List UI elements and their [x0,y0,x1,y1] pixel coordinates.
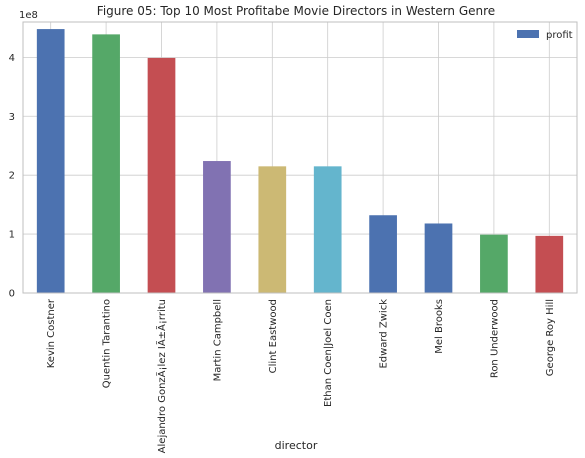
x-axis-ticks: Kevin Costner Quentin Tarantino Alejandro … [46,298,556,453]
legend-swatch-profit [517,30,539,38]
x-tick-label: Alejandro GonzÃ¡lez IÃ±Ã¡rritu [155,299,168,453]
y-axis-ticks: 0 1 2 3 4 [9,53,15,300]
chart-title: Figure 05: Top 10 Most Profitabe Movie D… [97,4,495,18]
bar-kevin-costner [36,29,65,293]
y-tick-label: 4 [9,53,15,64]
y-axis-scale-label: 1e8 [19,10,38,21]
legend-label-profit: profit [546,30,573,41]
bars [36,29,564,294]
plot-frame [22,21,578,294]
x-tick-label: Quentin Tarantino [102,299,113,388]
legend: profit [517,30,573,41]
x-tick-label: Martin Campbell [212,299,223,381]
y-tick-label: 3 [9,112,15,123]
bar-ethan-coen-joel-coen [313,166,342,293]
x-tick-label: George Roy Hill [545,299,556,376]
bar-alejandro-gonz-lez-i-rritu [147,57,176,294]
x-tick-label: Edward Zwick [379,299,390,369]
x-axis-label: director [275,439,318,452]
x-tick-label: Ron Underwood [489,299,500,378]
bar-edward-zwick [369,215,397,293]
x-tick-label: Kevin Costner [46,298,57,368]
bar-mel-brooks [424,223,453,293]
bar-martin-campbell [203,161,231,293]
x-tick-label: Clint Eastwood [268,299,279,373]
y-tick-label: 2 [9,171,15,182]
bar-clint-eastwood [258,166,287,293]
x-tick-label: Ethan Coen|Joel Coen [323,299,334,407]
x-tick-label: Mel Brooks [434,299,445,354]
bar-george-roy-hill [535,235,564,293]
y-tick-label: 0 [9,289,15,300]
y-tick-label: 1 [9,230,15,241]
bar-quentin-tarantino [92,34,120,294]
bar-ron-underwood [480,234,508,293]
